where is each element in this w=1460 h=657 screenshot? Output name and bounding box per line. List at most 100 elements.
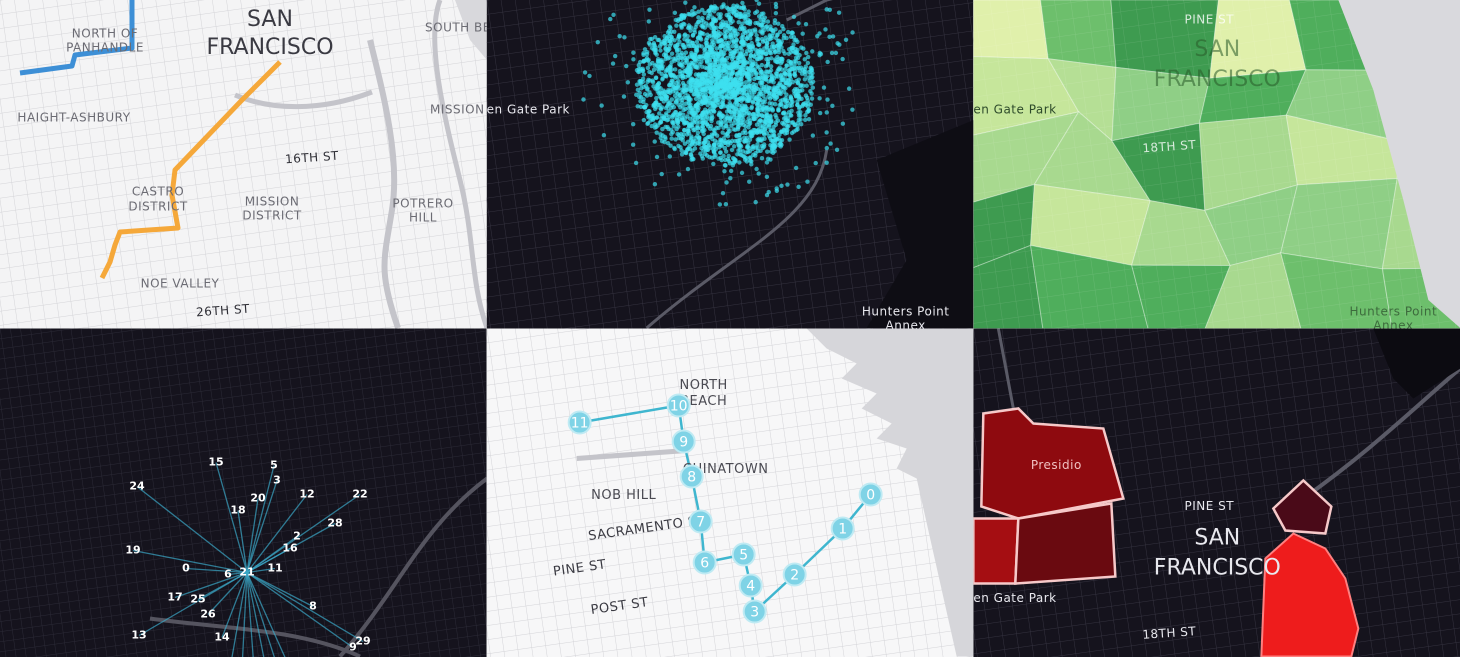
point (740, 87, 746, 93)
point (683, 0, 688, 5)
point (827, 34, 832, 40)
point (735, 152, 740, 157)
point (663, 136, 668, 141)
point (765, 19, 771, 24)
point (740, 41, 745, 46)
point (749, 40, 754, 46)
point (686, 146, 691, 151)
point (788, 67, 793, 72)
point (725, 104, 731, 110)
point (699, 18, 704, 23)
point (759, 55, 764, 61)
point (717, 202, 723, 207)
point (765, 107, 771, 112)
point (724, 115, 730, 121)
point (817, 110, 823, 116)
point (711, 30, 717, 35)
point (719, 139, 725, 144)
point (713, 57, 718, 62)
point (736, 20, 741, 25)
point (674, 96, 679, 101)
point (792, 50, 797, 55)
point (674, 23, 679, 28)
node-label: 15 (208, 456, 223, 469)
point (699, 30, 704, 36)
highway (996, 328, 1015, 409)
point (654, 52, 659, 57)
point (764, 130, 770, 136)
map-label: PINE ST (552, 557, 607, 579)
point (761, 131, 766, 136)
point (718, 115, 724, 121)
point (718, 68, 723, 73)
point (721, 153, 726, 159)
point (757, 96, 762, 102)
link (246, 465, 275, 573)
point (759, 62, 765, 68)
point (763, 119, 768, 125)
map-label: FRANCISCO (1154, 67, 1281, 92)
point (690, 40, 695, 46)
point (692, 62, 698, 68)
point (599, 103, 604, 108)
point (750, 65, 755, 71)
point (726, 153, 731, 159)
point (763, 77, 768, 82)
point (776, 42, 781, 48)
node-label: 5 (270, 459, 278, 472)
point (730, 6, 735, 11)
point (779, 183, 784, 189)
point (802, 69, 808, 75)
point (785, 118, 790, 124)
point (756, 36, 761, 42)
node-label: 9 (349, 641, 357, 654)
point (772, 93, 777, 99)
link (246, 547, 291, 574)
point (744, 49, 750, 54)
point (612, 53, 618, 59)
point (740, 153, 746, 159)
point (739, 76, 744, 82)
link (174, 571, 248, 599)
water (455, 0, 487, 60)
point (766, 189, 771, 195)
point (758, 148, 763, 153)
point (809, 81, 814, 86)
point (727, 161, 733, 166)
point (714, 6, 720, 11)
point (704, 153, 710, 158)
node-label: 21 (239, 566, 254, 579)
point (775, 74, 781, 79)
map-label: Hunters Point (862, 305, 950, 319)
point (756, 42, 762, 48)
point (782, 51, 788, 56)
stop-label: 5 (739, 548, 748, 564)
point (695, 125, 700, 130)
link (207, 572, 248, 615)
point (646, 19, 651, 24)
point (714, 46, 719, 51)
point (675, 43, 680, 48)
map-label: MISSION (430, 103, 485, 117)
link (246, 535, 298, 574)
point (686, 128, 691, 133)
point (773, 10, 779, 16)
point (673, 110, 678, 115)
point (654, 62, 659, 67)
point (695, 140, 701, 146)
water (1373, 328, 1460, 399)
point (666, 117, 671, 122)
point (743, 14, 748, 20)
point (775, 33, 780, 38)
point (745, 145, 750, 150)
point (723, 139, 728, 144)
point (785, 127, 790, 133)
point (753, 150, 758, 156)
point (747, 19, 753, 24)
point (698, 54, 704, 59)
point (716, 125, 721, 131)
point (777, 141, 783, 147)
point (652, 139, 657, 144)
point (754, 166, 759, 172)
map-label: DISTRICT (242, 209, 301, 223)
